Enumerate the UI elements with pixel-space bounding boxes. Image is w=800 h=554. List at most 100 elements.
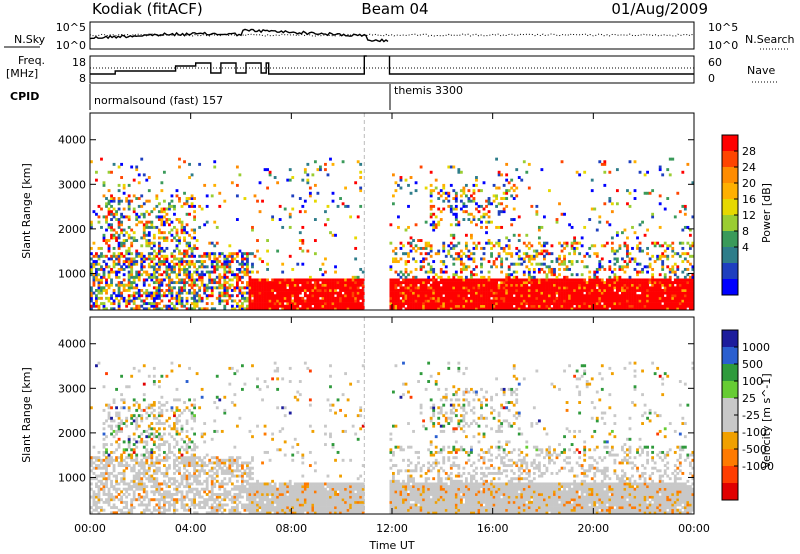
power-cell — [673, 270, 677, 274]
power-cell — [623, 299, 627, 303]
power-cell — [241, 262, 244, 266]
power-cell — [618, 288, 622, 292]
power-cell — [324, 223, 327, 227]
power-cell — [331, 162, 335, 166]
power-cell — [429, 299, 433, 303]
power-cell — [168, 286, 171, 290]
power-cell — [666, 244, 670, 248]
power-cell — [497, 173, 501, 177]
power-cell — [472, 281, 476, 285]
velocity-cell — [107, 495, 111, 499]
power-cell — [432, 275, 436, 279]
power-cell — [168, 304, 171, 308]
power-cell — [480, 281, 483, 285]
power-cell — [140, 254, 144, 258]
power-cell — [97, 254, 101, 258]
velocity-cell — [152, 443, 156, 447]
power-cell — [122, 273, 126, 277]
velocity-cell — [117, 416, 121, 420]
power-cell — [545, 304, 549, 308]
power-cell — [218, 252, 222, 256]
velocity-cell — [180, 498, 184, 502]
power-cell — [190, 202, 194, 206]
velocity-cell — [95, 492, 98, 496]
power-cell — [623, 291, 627, 295]
power-cell — [462, 267, 466, 271]
power-cell — [346, 299, 350, 303]
power-cell — [548, 302, 551, 306]
power-cell — [454, 286, 458, 290]
power-cell — [218, 191, 222, 195]
power-cell — [233, 307, 237, 311]
power-cell — [683, 307, 687, 311]
power-cell — [563, 278, 566, 282]
power-cell — [193, 302, 196, 306]
power-cell — [215, 260, 219, 264]
power-cell — [301, 249, 305, 253]
power-cell — [641, 286, 644, 290]
power-cell — [615, 299, 619, 303]
power-cell — [268, 299, 272, 303]
power-cell — [203, 273, 207, 277]
velocity-cell — [155, 482, 159, 486]
power-cell — [422, 296, 426, 300]
power-cell — [160, 288, 164, 292]
power-cell — [152, 294, 156, 298]
power-cell — [180, 281, 184, 285]
power-cell — [200, 307, 204, 311]
power-cell — [354, 278, 358, 282]
velocity-cell — [147, 453, 151, 457]
power-cell — [356, 283, 360, 287]
power-cell — [656, 286, 660, 290]
power-cell — [537, 304, 541, 308]
velocity-cell — [165, 456, 169, 460]
power-cell — [671, 296, 675, 300]
power-cell — [532, 254, 536, 258]
power-cell — [399, 281, 403, 285]
power-cell — [570, 241, 574, 245]
velocity-cell — [188, 461, 191, 465]
power-cell — [633, 197, 637, 200]
power-cell — [157, 265, 161, 269]
power-cell — [658, 194, 662, 198]
power-cell — [485, 299, 488, 303]
power-cell — [135, 304, 139, 308]
power-cell — [691, 288, 695, 292]
power-cell — [638, 241, 642, 245]
power-cell — [429, 191, 433, 195]
power-cell — [666, 296, 670, 300]
power-cell — [162, 220, 166, 224]
power-cell — [437, 288, 441, 292]
power-cell — [661, 281, 665, 285]
power-cell — [152, 254, 156, 258]
power-cell — [271, 286, 275, 290]
power-cell — [580, 283, 584, 287]
power-cell — [346, 281, 350, 285]
power-cell — [553, 286, 556, 290]
power-cell — [178, 165, 181, 169]
power-cell — [570, 273, 574, 277]
velocity-cell — [97, 492, 101, 496]
velocity-cell — [95, 485, 98, 489]
power-cell — [507, 278, 511, 282]
power-cell — [220, 286, 224, 290]
power-cell — [160, 181, 164, 185]
power-cell — [92, 273, 96, 277]
power-cell — [686, 291, 690, 295]
power-cell — [676, 302, 680, 306]
power-cell — [102, 239, 106, 243]
power-cell — [303, 199, 307, 203]
power-cell — [688, 233, 692, 237]
power-cell — [157, 302, 161, 306]
power-cell — [653, 304, 657, 308]
power-cell — [570, 281, 574, 285]
velocity-cell — [145, 492, 149, 496]
power-cell — [641, 291, 644, 295]
power-cell — [457, 241, 461, 245]
power-cell — [251, 302, 254, 306]
power-cell — [603, 183, 607, 187]
power-cell — [673, 281, 677, 285]
velocity-cell — [180, 482, 184, 486]
power-cell — [210, 270, 214, 274]
power-cell — [117, 270, 121, 274]
